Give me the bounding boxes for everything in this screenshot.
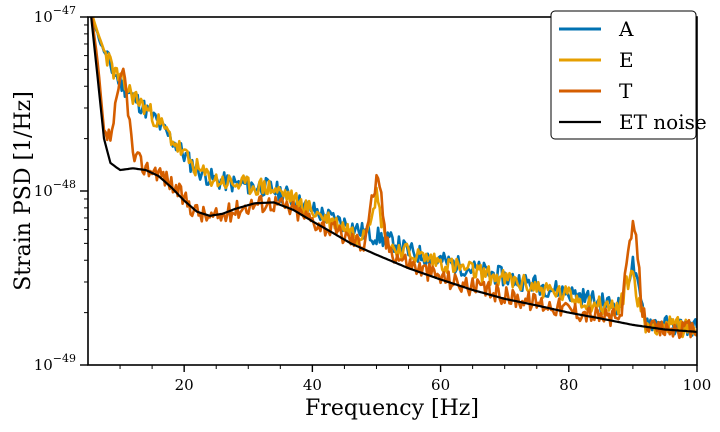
y-axis-label: Strain PSD [1/Hz] (11, 91, 36, 291)
legend-label-t: T (619, 79, 633, 103)
legend-label-a: A (618, 17, 634, 41)
x-tick-label: 40 (303, 376, 322, 394)
x-tick-label: 60 (431, 376, 450, 394)
series-line-et-noise (90, 17, 697, 333)
series-layer (90, 17, 697, 340)
x-tick-label: 80 (559, 376, 578, 394)
y-tick-label: 10−48 (34, 178, 76, 200)
y-tick-label: 10−49 (34, 352, 76, 374)
y-tick-label: 10−47 (34, 4, 76, 26)
x-tick-label: 100 (683, 376, 712, 394)
legend: AET ET noise (550, 10, 707, 140)
legend-label-e: E (619, 48, 634, 72)
x-axis: 20 40 60 80 100 (119, 365, 712, 394)
x-tick-label: 20 (175, 376, 194, 394)
y-axis: 10−49 10−48 10−47 (34, 4, 88, 374)
legend-box (550, 10, 697, 140)
x-axis-label: Frequency [Hz] (305, 396, 479, 421)
legend-label-et-noise: ET noise (619, 110, 707, 134)
